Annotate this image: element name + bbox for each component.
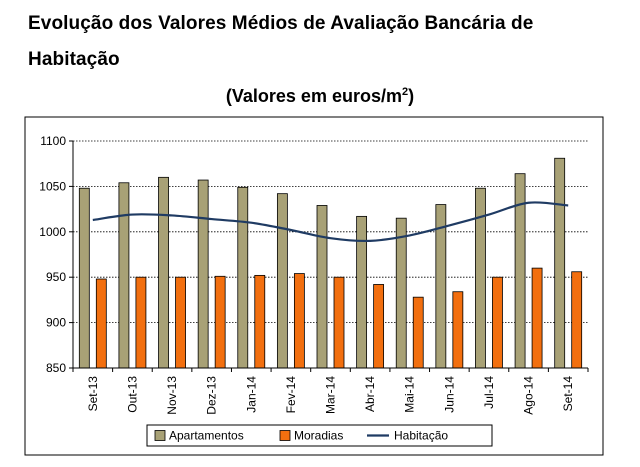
y-tick-label: 1100 (40, 134, 66, 148)
chart-subtitle: (Valores em euros/m2) (0, 86, 640, 107)
line-habitacao (92, 201, 569, 243)
x-tick-label: Dez-13 (205, 376, 219, 415)
x-tick-label: Mar-14 (324, 376, 338, 414)
x-tick-label: Jan-14 (244, 376, 258, 413)
bar-apartamentos-nov-13 (158, 176, 169, 369)
subtitle-main: (Valores em euros/m (225, 86, 402, 106)
bars (78, 157, 583, 369)
bar-moradias-jul-14 (492, 276, 503, 369)
legend-swatch-apartamentos (154, 430, 166, 441)
x-tick-label: Mai-14 (403, 376, 417, 413)
x-tick-label: Set-13 (86, 376, 100, 412)
chart-title: Evolução dos Valores Médios de Avaliação… (28, 6, 628, 78)
bar-apartamentos-mai-14 (395, 217, 407, 369)
y-tick-label: 950 (46, 270, 66, 284)
y-tick-labels: 850 900 950 1000 1050 1100 (39, 134, 66, 375)
axes (72, 141, 589, 372)
bar-apartamentos-fev-14 (276, 193, 288, 369)
bar-apartamentos-set-13 (78, 187, 90, 369)
bar-apartamentos-dez-13 (197, 179, 209, 369)
bar-apartamentos-abr-14 (356, 215, 368, 369)
bar-moradias-nov-13 (175, 276, 186, 369)
bar-moradias-ago-14 (531, 267, 543, 369)
legend-label-apartamentos: Apartamentos (169, 429, 244, 443)
legend-swatch-moradias (279, 430, 291, 441)
subtitle-end: ) (408, 86, 415, 106)
bar-apartamentos-mar-14 (316, 205, 328, 369)
chart-title-line1: Evolução dos Valores Médios de Avaliação… (28, 13, 534, 34)
x-tick-label: Nov-13 (165, 376, 179, 415)
bar-moradias-mai-14 (412, 296, 424, 369)
bar-moradias-jun-14 (452, 291, 464, 369)
subtitle-superscript: 2 (401, 86, 409, 98)
bar-apartamentos-jan-14 (237, 186, 249, 369)
legend-label-moradias: Moradias (294, 429, 343, 443)
y-tick-label: 900 (46, 316, 66, 330)
bar-moradias-abr-14 (373, 284, 385, 369)
legend-label-habita-o: Habitação (394, 429, 448, 443)
x-tick-label: Jul-14 (482, 376, 496, 409)
y-tick-label: 1000 (39, 225, 66, 239)
bar-apartamentos-set-14 (554, 157, 566, 369)
x-tick-label: Abr-14 (363, 376, 377, 412)
chart-title-line2: Habitação (28, 49, 120, 70)
bar-moradias-dez-13 (214, 275, 226, 369)
bar-apartamentos-out-13 (118, 182, 130, 369)
bar-moradias-out-13 (135, 276, 147, 369)
x-tick-labels: Set-13 Out-13 Nov-13 Dez-13 Jan-14 Fev-14 Mar-… (86, 376, 575, 415)
bar-moradias-mar-14 (333, 276, 345, 369)
x-tick-label: Out-13 (125, 376, 139, 413)
y-tick-label: 1050 (39, 179, 66, 193)
x-tick-label: Jun-14 (442, 376, 456, 413)
y-tick-label: 850 (46, 361, 66, 375)
bar-moradias-jan-14 (254, 274, 266, 369)
x-tick-label: Fev-14 (284, 376, 298, 414)
bar-moradias-set-13 (95, 278, 107, 369)
habitacao-line (92, 201, 569, 243)
x-tick-label: Ago-14 (522, 376, 536, 415)
legend-box (146, 424, 493, 447)
bar-moradias-fev-14 (293, 273, 305, 369)
x-tick-label: Set-14 (561, 376, 575, 412)
bar-moradias-set-14 (571, 271, 583, 369)
legend: Apartamentos Moradias Habitação (146, 424, 493, 447)
